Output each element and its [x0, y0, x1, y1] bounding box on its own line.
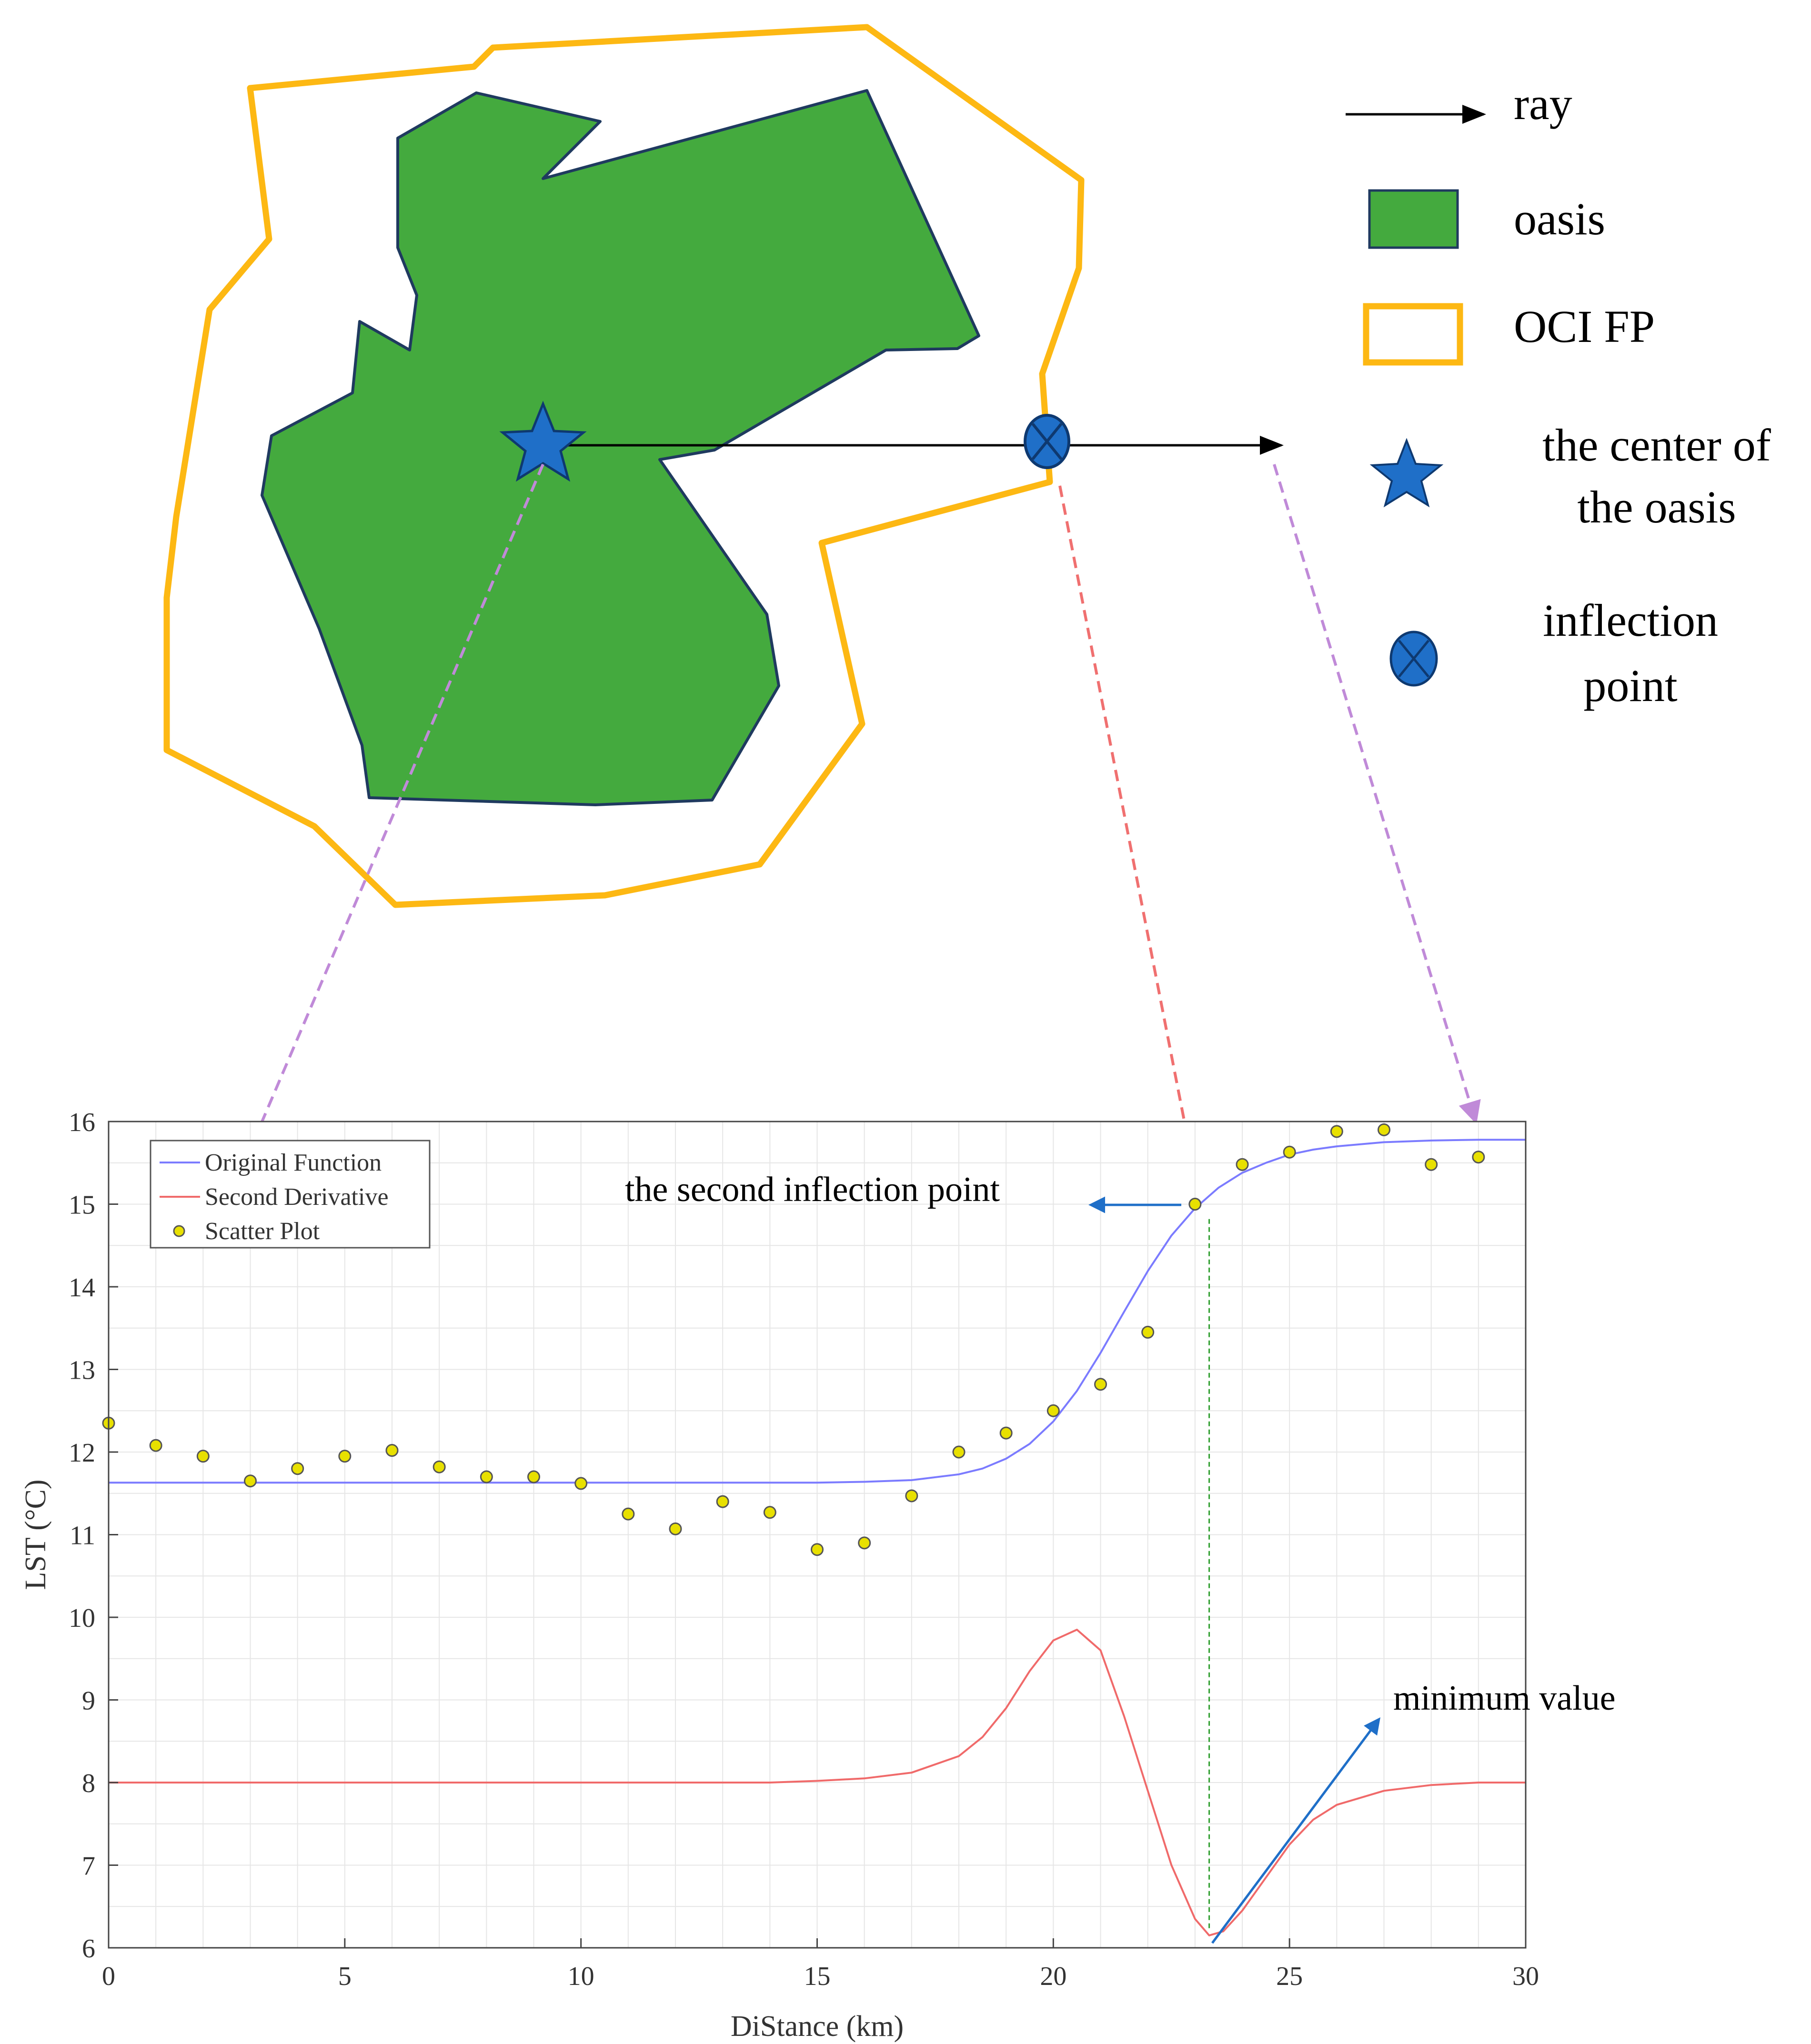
scatter-point — [1046, 1404, 1060, 1417]
y-tick-label: 14 — [69, 1273, 95, 1303]
scatter-point — [669, 1522, 682, 1535]
second-derivative-line — [109, 1629, 1526, 1936]
scatter-point — [1094, 1378, 1107, 1391]
x-tick-label: 25 — [1276, 1962, 1303, 1991]
legend-oasis-label: oasis — [1514, 193, 1605, 244]
scatter-point — [1283, 1145, 1296, 1159]
scatter-point — [338, 1450, 352, 1463]
x-tick-label: 0 — [102, 1962, 115, 1991]
inflection-point-crossed-circle-icon — [1024, 414, 1070, 469]
minimum-value-annotation: minimum value — [1393, 1679, 1616, 1718]
scatter-point — [952, 1445, 966, 1459]
diagram-legend: ray oasis OCI FP the center of the oasis… — [1346, 78, 1771, 711]
y-axis-label: LST (°C) — [20, 1479, 52, 1590]
x-tick-label: 15 — [804, 1962, 831, 1991]
second-inflection-annotation: the second inflection point — [625, 1170, 1000, 1209]
chart-grid — [108, 1121, 1526, 1948]
y-tick-label: 9 — [82, 1686, 95, 1716]
inflection-to-chart-pointer — [1058, 485, 1203, 1182]
ray-end-to-chart-pointer — [1273, 464, 1481, 1124]
y-tick-labels: 6 7 8 9 10 11 12 13 14 15 16 — [69, 1108, 95, 1964]
scatter-point — [1425, 1158, 1438, 1171]
legend-star-icon — [1369, 438, 1444, 508]
y-tick-label: 11 — [70, 1521, 95, 1551]
legend-crossed-circle-icon — [1389, 631, 1438, 687]
scatter-point — [905, 1489, 918, 1503]
scatter-point — [196, 1450, 210, 1463]
scatter-point — [433, 1460, 446, 1473]
y-tick-label: 16 — [69, 1108, 95, 1137]
chart-series — [109, 1139, 1526, 1936]
scatter-point — [1472, 1151, 1485, 1164]
legend-inflection-line1: inflection — [1543, 595, 1718, 646]
y-tick-label: 15 — [69, 1191, 95, 1220]
x-tick-label: 10 — [568, 1962, 594, 1991]
minimum-value-arrow-icon — [1211, 1717, 1380, 1944]
original-function-line — [109, 1139, 1526, 1484]
oasis-area — [261, 89, 980, 806]
oci-fp-boundary — [163, 24, 1085, 908]
lst-chart: 0 5 10 15 20 25 30 6 7 8 9 10 11 12 13 14 15 16 DiStance… — [20, 1108, 1616, 2043]
oasis-legend-swatch — [1368, 189, 1459, 249]
x-axis-label: DiStance (km) — [731, 2010, 904, 2043]
y-tick-label: 7 — [82, 1852, 95, 1881]
scatter-point — [574, 1477, 588, 1490]
oasis-diagram — [163, 24, 1284, 908]
y-tick-label: 13 — [69, 1356, 95, 1385]
x-tick-labels: 0 5 10 15 20 25 30 — [102, 1962, 1539, 1991]
scatter-point — [244, 1474, 257, 1488]
scatter-point — [811, 1543, 824, 1556]
legend-center-line2: the oasis — [1577, 481, 1736, 532]
y-tick-label: 6 — [82, 1934, 95, 1964]
y-tick-label: 8 — [82, 1769, 95, 1798]
scatter-point — [480, 1470, 493, 1483]
scatter-point — [1330, 1125, 1343, 1138]
scatter-point — [1378, 1123, 1390, 1136]
y-tick-label: 12 — [69, 1438, 95, 1468]
x-tick-label: 20 — [1040, 1962, 1066, 1991]
legend-scatter-label: Scatter Plot — [205, 1218, 320, 1245]
scatter-point — [385, 1444, 399, 1457]
legend-center-line1: the center of — [1542, 420, 1771, 471]
scatter-point — [622, 1507, 635, 1521]
x-tick-label: 5 — [338, 1962, 352, 1991]
x-tick-label: 30 — [1512, 1962, 1539, 1991]
scatter-point — [149, 1439, 162, 1452]
legend-original-label: Original Function — [205, 1149, 382, 1176]
legend-oci-fp-label: OCI FP — [1514, 301, 1655, 352]
y-tick-label: 10 — [69, 1603, 95, 1633]
chart-legend: Original Function Second Derivative Scat… — [150, 1140, 431, 1249]
scatter-point — [1236, 1158, 1249, 1171]
oci-fp-legend-swatch — [1363, 303, 1463, 366]
scatter-point — [527, 1470, 540, 1483]
oasis-center-star-icon — [499, 401, 587, 482]
scatter-point — [999, 1426, 1013, 1440]
legend-ray-label: ray — [1514, 78, 1572, 129]
scatter-point — [1141, 1325, 1155, 1339]
legend-inflection-line2: point — [1583, 660, 1678, 711]
legend-second-derivative-label: Second Derivative — [205, 1183, 389, 1211]
center-to-chart-pointer — [125, 463, 544, 1439]
scatter-point — [858, 1536, 871, 1550]
scatter-point — [291, 1462, 304, 1475]
scatter-point — [716, 1495, 729, 1508]
legend-scatter-swatch — [173, 1225, 185, 1237]
scatter-point — [1188, 1198, 1202, 1211]
scatter-point — [763, 1506, 776, 1519]
